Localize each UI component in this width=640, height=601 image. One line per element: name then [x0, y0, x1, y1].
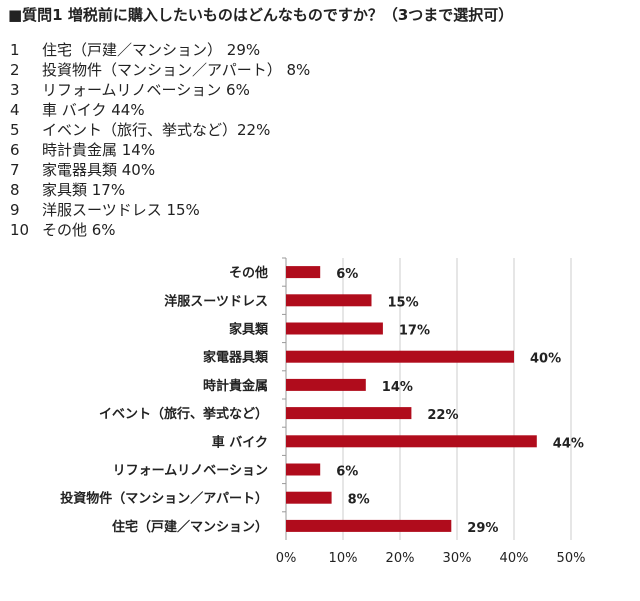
- x-tick-label: 50%: [557, 551, 586, 566]
- list-item: 2 投資物件（マンション／アパート） 8%: [10, 60, 310, 80]
- data-label: 14%: [382, 380, 413, 395]
- list-text: 洋服スーツドレス 15%: [42, 201, 200, 219]
- bar: [286, 463, 321, 476]
- category-label: 住宅（戸建／マンション）: [112, 519, 268, 535]
- list-item: 7 家電器具類 40%: [10, 160, 310, 180]
- data-label: 44%: [553, 436, 584, 451]
- list-item: 4 車 バイク 44%: [10, 100, 310, 120]
- data-label: 40%: [530, 352, 561, 367]
- x-tick-label: 10%: [329, 551, 358, 566]
- bar: [286, 350, 514, 363]
- list-number: 10: [10, 221, 30, 239]
- list-item: 10 その他 6%: [10, 220, 310, 240]
- list-item: 8 家具類 17%: [10, 180, 310, 200]
- list-text: その他 6%: [42, 221, 116, 239]
- bar: [286, 294, 372, 307]
- category-label: 投資物件（マンション／アパート）: [60, 491, 268, 507]
- list-item: 6 時計貴金属 14%: [10, 140, 310, 160]
- category-label: 家電器具類: [203, 350, 269, 366]
- category-label: イベント（旅行、挙式など）: [99, 406, 268, 422]
- list-item: 3 リフォームリノベーション 6%: [10, 80, 310, 100]
- list-number: 5: [10, 121, 20, 139]
- data-label: 22%: [427, 408, 458, 423]
- list-text: イベント（旅行、挙式など）22%: [42, 121, 271, 139]
- list-text: 車 バイク 44%: [42, 101, 145, 119]
- list-number: 4: [10, 101, 20, 119]
- data-label: 15%: [388, 295, 419, 310]
- x-tick-label: 0%: [276, 551, 297, 566]
- list-number: 3: [10, 81, 20, 99]
- list-number: 8: [10, 181, 20, 199]
- bar: [286, 407, 412, 420]
- data-label: 29%: [467, 521, 498, 536]
- list-text: 時計貴金属 14%: [42, 141, 156, 159]
- list-number: 1: [10, 41, 20, 59]
- data-label: 17%: [399, 324, 430, 339]
- category-label: 洋服スーツドレス: [164, 293, 268, 309]
- bar: [286, 378, 366, 391]
- bar: [286, 519, 452, 532]
- list-text: 家具類 17%: [42, 181, 126, 199]
- x-tick-label: 40%: [500, 551, 529, 566]
- data-label: 8%: [348, 493, 370, 508]
- category-label: その他: [229, 265, 268, 281]
- list-number: 7: [10, 161, 20, 179]
- bar: [286, 266, 321, 279]
- data-label: 6%: [336, 267, 358, 282]
- list-item: 5 イベント（旅行、挙式など）22%: [10, 120, 310, 140]
- list-item: 1 住宅（戸建／マンション） 29%: [10, 40, 310, 60]
- category-label: リフォームリノベーション: [113, 464, 268, 479]
- answer-list: 1 住宅（戸建／マンション） 29% 2 投資物件（マンション／アパート） 8% 3 リフ…: [10, 40, 310, 240]
- x-tick-label: 30%: [443, 551, 472, 566]
- list-number: 2: [10, 61, 20, 79]
- list-number: 9: [10, 201, 20, 219]
- data-label: 6%: [336, 465, 358, 480]
- category-label: 車 バイク: [212, 434, 268, 450]
- category-label: 時計貴金属: [203, 378, 268, 394]
- list-item: 9 洋服スーツドレス 15%: [10, 200, 310, 220]
- x-tick-label: 20%: [386, 551, 415, 566]
- list-text: リフォームリノベーション 6%: [42, 81, 250, 99]
- list-text: 住宅（戸建／マンション） 29%: [42, 41, 261, 59]
- list-number: 6: [10, 141, 20, 159]
- category-label: 家具類: [229, 322, 269, 338]
- list-text: 家電器具類 40%: [42, 161, 156, 179]
- bar: [286, 322, 383, 335]
- bar: [286, 491, 332, 504]
- question-title: ■質問1 増税前に購入したいものはどんなものですか？（3つまで選択可）: [8, 6, 514, 24]
- bar: [286, 435, 537, 448]
- list-text: 投資物件（マンション／アパート） 8%: [42, 61, 311, 79]
